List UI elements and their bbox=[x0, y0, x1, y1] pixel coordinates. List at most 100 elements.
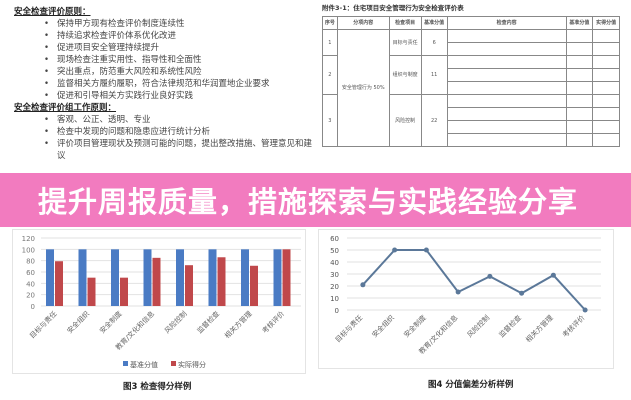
content-cell bbox=[446, 94, 567, 108]
y-tick-label: 30 bbox=[330, 271, 339, 279]
row-number: 3 bbox=[322, 94, 338, 147]
score-cell: 6 bbox=[420, 29, 448, 56]
column-header: 检查内容 bbox=[446, 16, 567, 30]
content-cell bbox=[446, 55, 567, 69]
bullet-item: 检查中发现的问题和隐患应进行统计分析 bbox=[14, 126, 314, 138]
y-tick-label: 10 bbox=[330, 295, 339, 303]
y-tick-label: 20 bbox=[26, 292, 35, 300]
table-row: 1 安全管理行为 50% 目标与责任 6 bbox=[322, 29, 620, 147]
base-score-cell bbox=[565, 55, 594, 69]
score-bar-chart: 0 20 40 60 80 100 120 目标与责任 安全组织 安全制度 教育/文化和信息 风险控制… bbox=[12, 229, 306, 374]
bar-actual bbox=[152, 257, 161, 306]
item-cell: 目标与责任 bbox=[388, 29, 422, 56]
table-row bbox=[323, 81, 620, 95]
row-number: 1 bbox=[322, 29, 338, 56]
bar-chart-caption: 图3 检查得分样例 bbox=[123, 382, 192, 392]
bullet-item: 监督相关方履约履职，符合法律规范和华润置地企业要求 bbox=[14, 78, 314, 90]
x-tick-label: 相关方管理 bbox=[223, 309, 254, 340]
bar-actual bbox=[185, 265, 193, 306]
legend-swatch bbox=[171, 361, 176, 366]
item-cell: 组织与制度 bbox=[388, 55, 422, 95]
bar-base bbox=[241, 249, 249, 306]
legend-swatch bbox=[123, 361, 128, 366]
y-tick-label: 60 bbox=[26, 269, 35, 277]
score-cell: 22 bbox=[420, 94, 448, 147]
bullet-item: 促进项目安全管理持续提升 bbox=[14, 42, 314, 54]
base-score-cell bbox=[565, 81, 594, 95]
column-header: 检查项目 bbox=[388, 16, 422, 30]
x-tick-label: 目标与责任 bbox=[28, 309, 59, 340]
y-tick-label: 100 bbox=[22, 246, 35, 254]
bar-base bbox=[78, 249, 87, 306]
title-banner: 提升周报质量，措施探索与实践经验分享 bbox=[0, 173, 631, 227]
actual-score-cell bbox=[592, 94, 620, 108]
x-tick-label: 相关方管理 bbox=[524, 313, 555, 344]
table-row bbox=[323, 120, 620, 134]
item-cell: 风险控制 bbox=[388, 94, 422, 147]
bar-base bbox=[143, 249, 152, 306]
banner-title: 提升周报质量，措施探索与实践经验分享 bbox=[38, 185, 579, 219]
x-tick-label: 监督检查 bbox=[195, 309, 221, 335]
content-cell bbox=[446, 120, 567, 134]
bullet-item: 促进和引导相关方实践行业良好实践 bbox=[14, 90, 314, 102]
actual-score-cell bbox=[592, 42, 620, 56]
data-point bbox=[455, 289, 461, 295]
bar-actual bbox=[217, 257, 226, 306]
bar-actual bbox=[120, 277, 128, 306]
row-number: 2 bbox=[322, 55, 338, 95]
data-point bbox=[519, 290, 525, 296]
bar-base bbox=[46, 249, 54, 306]
x-tick-label: 风险控制 bbox=[163, 309, 189, 335]
section-heading: 安全检查评价组工作原则： bbox=[14, 103, 117, 113]
column-header: 基准分值 bbox=[565, 16, 594, 30]
table-row bbox=[323, 68, 620, 82]
bar-base bbox=[208, 249, 217, 306]
actual-score-cell bbox=[592, 133, 620, 147]
bullet-item: 突出重点，防范重大风险和系统性风险 bbox=[14, 66, 314, 78]
y-tick-label: 0 bbox=[31, 303, 35, 311]
y-tick-label: 50 bbox=[330, 247, 339, 255]
bar-actual bbox=[55, 261, 63, 306]
bar-actual bbox=[282, 249, 291, 306]
bullet-item: 客观、公正、透明、专业 bbox=[14, 114, 314, 126]
y-tick-label: 60 bbox=[330, 235, 339, 243]
legend-label: 基准分值 bbox=[130, 360, 158, 369]
x-tick-label: 考核评价 bbox=[260, 309, 286, 335]
table-row bbox=[323, 133, 620, 147]
content-cell bbox=[446, 68, 567, 82]
score-cell: 11 bbox=[420, 55, 448, 95]
actual-score-cell bbox=[592, 55, 620, 69]
x-tick-label: 安全制度 bbox=[402, 313, 428, 339]
column-header: 基准分值 bbox=[420, 16, 448, 30]
actual-score-cell bbox=[592, 29, 620, 43]
content-cell bbox=[446, 133, 567, 147]
actual-score-cell bbox=[592, 120, 620, 134]
actual-score-cell bbox=[592, 107, 620, 121]
x-tick-label: 考核评价 bbox=[560, 313, 586, 339]
actual-score-cell bbox=[592, 68, 620, 82]
column-header: 实得分值 bbox=[592, 16, 620, 30]
table-title: 附件3-1：住宅项目安全管理行为安全检查评价表 bbox=[322, 4, 464, 12]
legend-label: 实际得分 bbox=[178, 360, 206, 369]
data-line bbox=[362, 249, 586, 311]
base-score-cell bbox=[565, 94, 594, 108]
data-point bbox=[582, 307, 588, 313]
data-point bbox=[423, 247, 429, 253]
table-row: 2 组织与制度 11 bbox=[322, 55, 620, 95]
x-tick-label: 目标与责任 bbox=[333, 313, 364, 344]
line-chart-caption: 图4 分值偏差分析样例 bbox=[428, 380, 514, 390]
base-score-cell bbox=[565, 68, 594, 82]
evaluation-table: 附件3-1：住宅项目安全管理行为安全检查评价表 序号 分项内容 检查项目 基准分值 检查… bbox=[322, 4, 620, 147]
actual-score-cell bbox=[592, 81, 620, 95]
y-tick-label: 80 bbox=[26, 258, 35, 266]
data-point bbox=[487, 273, 493, 279]
content-cell bbox=[446, 107, 567, 121]
bar-actual bbox=[250, 265, 258, 306]
base-score-cell bbox=[565, 29, 594, 43]
bullet-item: 持续追求检查评价体系优化改进 bbox=[14, 30, 314, 42]
base-score-cell bbox=[565, 120, 594, 134]
bullet-item: 保持甲方现有检查评价制度连续性 bbox=[14, 18, 314, 30]
data-point bbox=[392, 247, 398, 253]
x-tick-label: 安全组织 bbox=[370, 313, 396, 339]
bar-base bbox=[111, 249, 119, 306]
